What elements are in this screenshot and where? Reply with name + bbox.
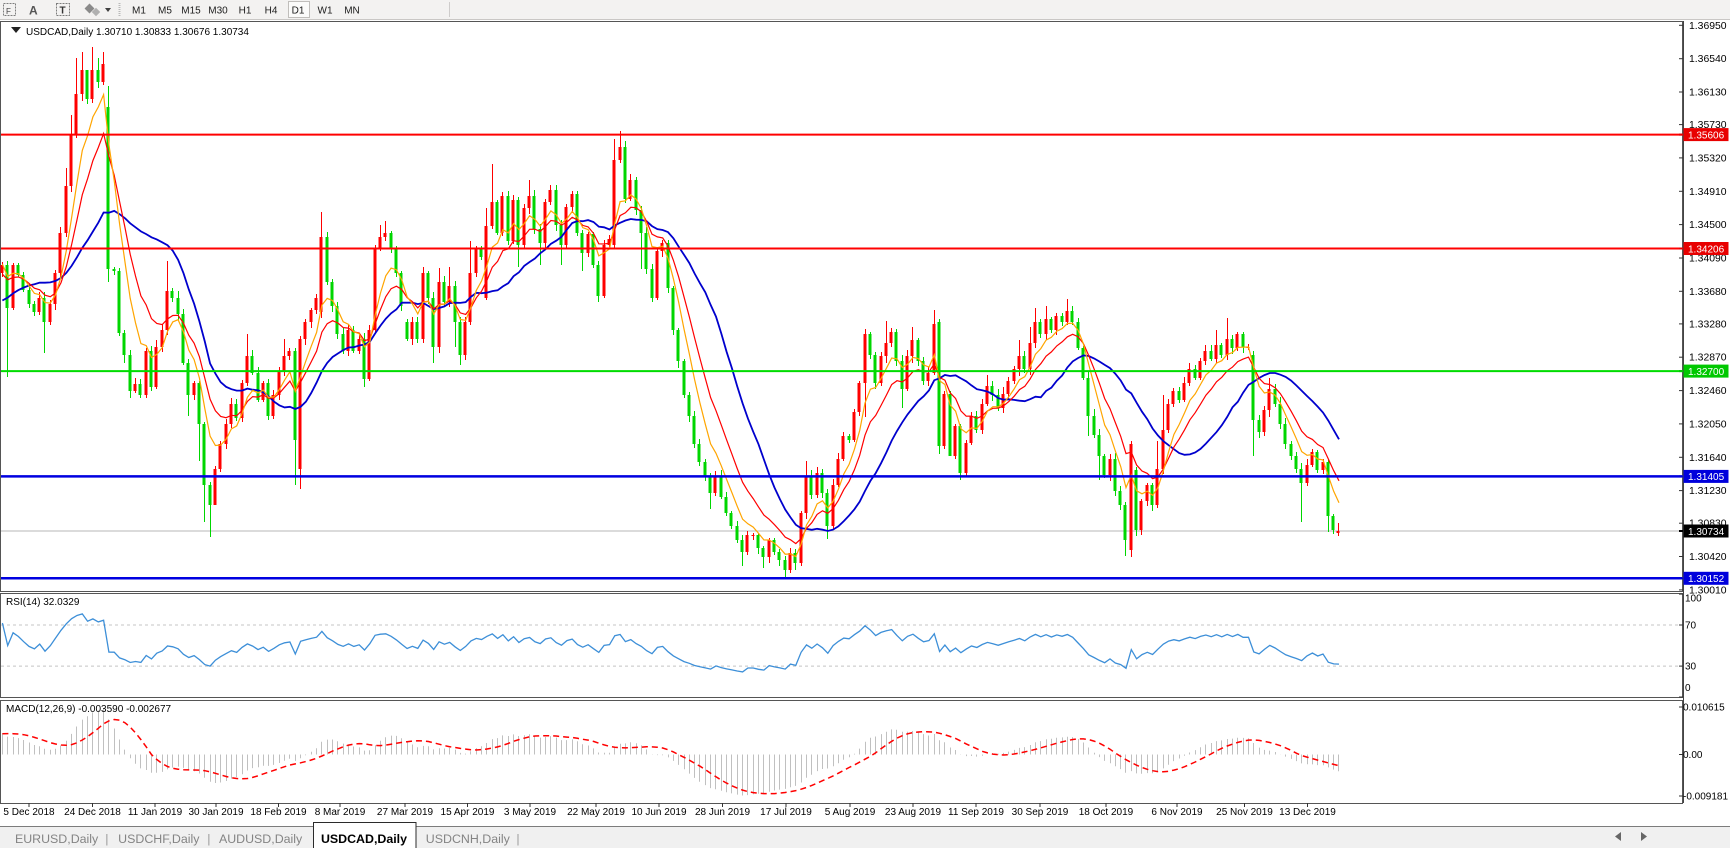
svg-text:18 Feb 2019: 18 Feb 2019: [250, 807, 307, 818]
svg-text:1.30830: 1.30830: [1689, 519, 1727, 530]
svg-text:RSI(14) 32.0329: RSI(14) 32.0329: [6, 597, 80, 608]
svg-text:11 Jan 2019: 11 Jan 2019: [128, 807, 183, 818]
svg-text:28 Jun 2019: 28 Jun 2019: [695, 807, 750, 818]
svg-text:M15: M15: [181, 6, 201, 17]
svg-text:1.33280: 1.33280: [1689, 319, 1727, 330]
svg-text:100: 100: [1685, 594, 1702, 605]
svg-text:23 Aug 2019: 23 Aug 2019: [885, 807, 942, 818]
svg-text:0: 0: [1685, 683, 1691, 694]
svg-text:1.32700: 1.32700: [1688, 367, 1725, 378]
svg-text:5 Dec 2018: 5 Dec 2018: [3, 807, 55, 818]
svg-text:1.30420: 1.30420: [1689, 552, 1727, 563]
svg-text:EURUSD,Daily: EURUSD,Daily: [15, 832, 99, 846]
svg-text:1.30152: 1.30152: [1688, 574, 1725, 585]
svg-text:H1: H1: [239, 6, 252, 17]
svg-text:1.36950: 1.36950: [1689, 21, 1727, 32]
svg-text:1.33680: 1.33680: [1689, 287, 1727, 298]
svg-text:1.31640: 1.31640: [1689, 453, 1727, 464]
svg-text:1.32050: 1.32050: [1689, 419, 1727, 430]
svg-text:USDCAD,Daily: USDCAD,Daily: [321, 832, 407, 846]
svg-text:1.32460: 1.32460: [1689, 386, 1727, 397]
svg-text:1.35320: 1.35320: [1689, 153, 1727, 164]
svg-text:1.34090: 1.34090: [1689, 254, 1727, 265]
svg-text:22 May 2019: 22 May 2019: [567, 807, 625, 818]
svg-text:10 Jun 2019: 10 Jun 2019: [631, 807, 686, 818]
svg-text:D1: D1: [292, 6, 305, 17]
svg-text:1.35730: 1.35730: [1689, 120, 1727, 131]
svg-text:M5: M5: [158, 6, 172, 17]
svg-text:-0.009181: -0.009181: [1683, 792, 1728, 803]
svg-text:6 Nov 2019: 6 Nov 2019: [1151, 807, 1203, 818]
svg-text:H4: H4: [265, 6, 278, 17]
svg-text:11 Sep 2019: 11 Sep 2019: [948, 807, 1004, 818]
svg-text:MACD(12,26,9) -0.003590 -0.002: MACD(12,26,9) -0.003590 -0.002677: [6, 704, 172, 715]
svg-text:USDCHF,Daily: USDCHF,Daily: [118, 832, 200, 846]
svg-text:8 Mar 2019: 8 Mar 2019: [315, 807, 366, 818]
svg-text:1.36130: 1.36130: [1689, 88, 1727, 99]
svg-text:24 Dec 2018: 24 Dec 2018: [64, 807, 121, 818]
svg-text:USDCAD,Daily 1.30710 1.30833: USDCAD,Daily 1.30710 1.30833 1.30676 1.3…: [26, 27, 249, 38]
svg-text:|: |: [105, 832, 108, 846]
svg-text:USDCNH,Daily: USDCNH,Daily: [426, 832, 511, 846]
svg-text:30: 30: [1685, 662, 1697, 673]
svg-text:18 Oct 2019: 18 Oct 2019: [1079, 807, 1134, 818]
svg-text:1.34500: 1.34500: [1689, 220, 1727, 231]
svg-text:1.35606: 1.35606: [1688, 130, 1725, 141]
svg-text:1.34206: 1.34206: [1688, 244, 1725, 255]
svg-text:W1: W1: [318, 6, 333, 17]
svg-text:0.00: 0.00: [1683, 750, 1703, 761]
svg-text:|: |: [207, 832, 210, 846]
svg-text:27 Mar 2019: 27 Mar 2019: [377, 807, 434, 818]
svg-text:MN: MN: [344, 6, 360, 17]
svg-text:1.30734: 1.30734: [1688, 527, 1725, 538]
svg-text:1.36540: 1.36540: [1689, 54, 1727, 65]
svg-text:15 Apr 2019: 15 Apr 2019: [441, 807, 495, 818]
svg-text:M30: M30: [208, 6, 228, 17]
svg-text:1.32870: 1.32870: [1689, 353, 1727, 364]
svg-text:30 Jan 2019: 30 Jan 2019: [188, 807, 243, 818]
svg-text:5 Aug 2019: 5 Aug 2019: [825, 807, 876, 818]
svg-text:|: |: [516, 832, 519, 846]
svg-text:1.30010: 1.30010: [1689, 585, 1727, 596]
svg-text:3 May 2019: 3 May 2019: [504, 807, 557, 818]
svg-text:1.31405: 1.31405: [1688, 472, 1725, 483]
svg-text:1.34910: 1.34910: [1689, 187, 1727, 198]
svg-text:T: T: [60, 6, 66, 17]
svg-text:13 Dec 2019: 13 Dec 2019: [1279, 807, 1336, 818]
svg-text:A: A: [29, 4, 38, 18]
svg-text:0.010615: 0.010615: [1683, 703, 1725, 714]
svg-text:70: 70: [1685, 621, 1697, 632]
svg-text:30 Sep 2019: 30 Sep 2019: [1012, 807, 1069, 818]
svg-text:17 Jul 2019: 17 Jul 2019: [760, 807, 812, 818]
svg-text:AUDUSD,Daily: AUDUSD,Daily: [219, 832, 303, 846]
svg-text:25 Nov 2019: 25 Nov 2019: [1216, 807, 1273, 818]
svg-text:F: F: [6, 7, 11, 16]
svg-text:M1: M1: [132, 6, 146, 17]
svg-text:1.31230: 1.31230: [1689, 486, 1727, 497]
